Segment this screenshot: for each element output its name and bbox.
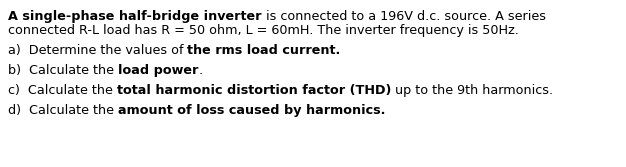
Text: b)  Calculate the: b) Calculate the xyxy=(8,64,118,77)
Text: amount of loss caused by harmonics.: amount of loss caused by harmonics. xyxy=(118,104,386,117)
Text: is connected to a 196V d.c. source. A series: is connected to a 196V d.c. source. A se… xyxy=(262,10,545,23)
Text: load power: load power xyxy=(118,64,198,77)
Text: c)  Calculate the: c) Calculate the xyxy=(8,84,117,97)
Text: connected R-L load has R = 50 ohm, L = 60mH. The inverter frequency is 50Hz.: connected R-L load has R = 50 ohm, L = 6… xyxy=(8,24,519,37)
Text: total harmonic distortion factor (THD): total harmonic distortion factor (THD) xyxy=(117,84,391,97)
Text: d)  Calculate the: d) Calculate the xyxy=(8,104,118,117)
Text: a)  Determine the values of: a) Determine the values of xyxy=(8,44,188,57)
Text: the rms load current.: the rms load current. xyxy=(188,44,341,57)
Text: A single-phase half-bridge inverter: A single-phase half-bridge inverter xyxy=(8,10,262,23)
Text: .: . xyxy=(198,64,202,77)
Text: up to the 9th harmonics.: up to the 9th harmonics. xyxy=(391,84,553,97)
